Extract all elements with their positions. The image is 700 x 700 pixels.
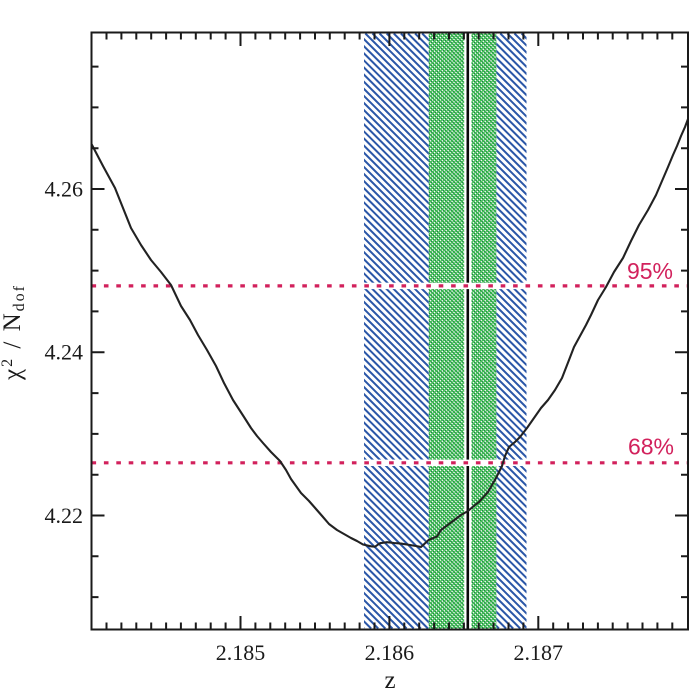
- svg-text:4.24: 4.24: [45, 340, 84, 365]
- svg-text:z: z: [384, 667, 395, 694]
- svg-text:95%: 95%: [627, 258, 673, 284]
- svg-text:4.22: 4.22: [45, 503, 84, 528]
- svg-text:2.186: 2.186: [365, 640, 415, 665]
- svg-text:68%: 68%: [628, 434, 674, 460]
- svg-text:4.26: 4.26: [45, 177, 84, 202]
- svg-text:2.185: 2.185: [216, 640, 266, 665]
- svg-text:2.187: 2.187: [514, 640, 564, 665]
